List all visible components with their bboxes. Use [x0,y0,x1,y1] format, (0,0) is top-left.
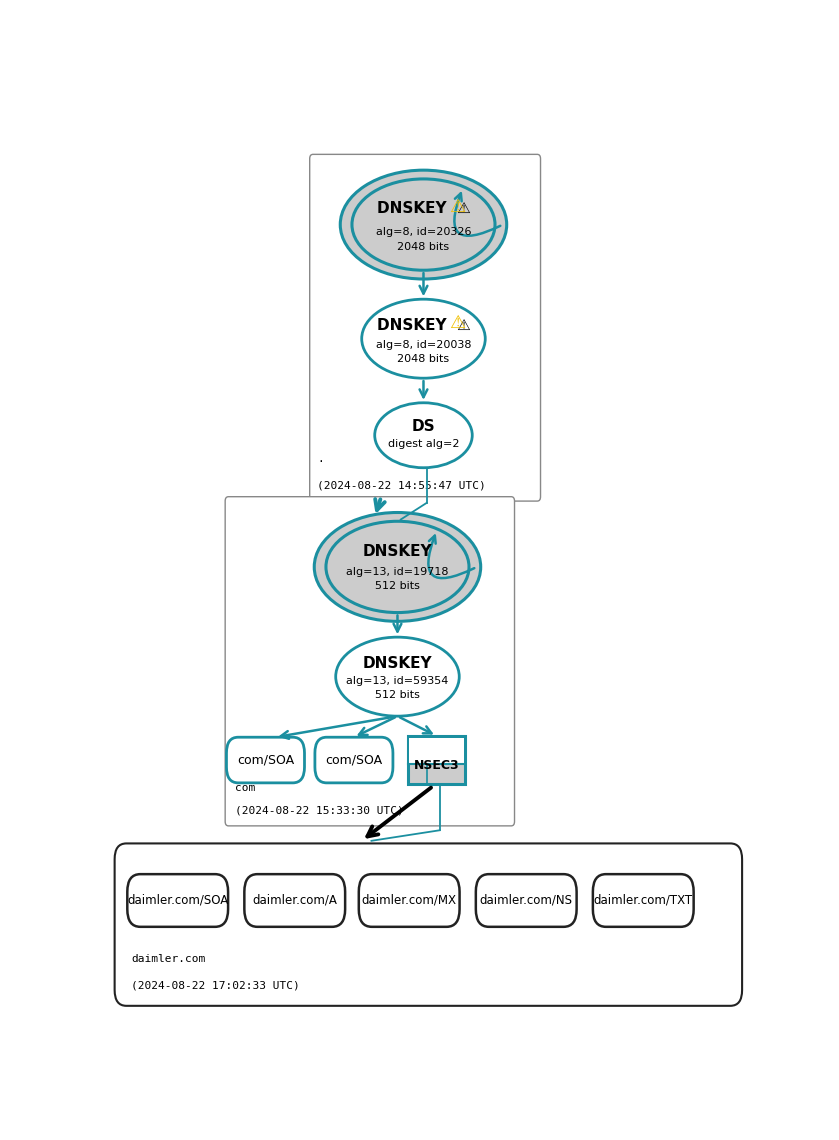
Ellipse shape [341,170,507,279]
FancyBboxPatch shape [115,844,742,1005]
Text: 2048 bits: 2048 bits [398,243,450,252]
FancyBboxPatch shape [310,154,540,502]
Text: daimler.com/MX: daimler.com/MX [362,894,456,907]
Ellipse shape [326,521,469,612]
Ellipse shape [336,637,459,716]
Text: daimler.com: daimler.com [131,954,205,963]
Text: 2048 bits: 2048 bits [398,353,450,364]
Text: 512 bits: 512 bits [375,690,420,700]
FancyBboxPatch shape [409,738,464,764]
Text: com: com [235,782,255,792]
Text: daimler.com/TXT: daimler.com/TXT [594,894,693,907]
Text: NSEC3: NSEC3 [414,759,459,772]
Text: alg=13, id=59354: alg=13, id=59354 [347,676,449,686]
FancyBboxPatch shape [225,497,514,825]
Text: DNSKEY: DNSKEY [362,544,432,559]
Text: alg=13, id=19718: alg=13, id=19718 [347,568,449,577]
FancyBboxPatch shape [128,874,228,927]
Text: com/SOA: com/SOA [326,754,383,766]
Text: ⚠: ⚠ [449,198,466,215]
Text: (2024-08-22 17:02:33 UTC): (2024-08-22 17:02:33 UTC) [131,980,300,990]
Ellipse shape [352,179,495,270]
Text: com/SOA: com/SOA [237,754,294,766]
Text: daimler.com/SOA: daimler.com/SOA [127,894,228,907]
FancyBboxPatch shape [593,874,694,927]
Text: (2024-08-22 15:33:30 UTC): (2024-08-22 15:33:30 UTC) [235,805,404,815]
Ellipse shape [375,402,472,467]
Ellipse shape [362,299,485,378]
Text: daimler.com/A: daimler.com/A [253,894,337,907]
Text: alg=8, id=20038: alg=8, id=20038 [376,340,472,350]
FancyBboxPatch shape [315,738,393,783]
Text: daimler.com/NS: daimler.com/NS [480,894,573,907]
Text: digest alg=2: digest alg=2 [388,439,459,449]
FancyBboxPatch shape [408,736,465,784]
Text: 512 bits: 512 bits [375,581,420,592]
Text: DS: DS [412,420,435,434]
Text: DNSKEY  ⚠: DNSKEY ⚠ [377,318,471,333]
FancyBboxPatch shape [227,738,305,783]
Text: (2024-08-22 14:55:47 UTC): (2024-08-22 14:55:47 UTC) [317,481,487,490]
FancyBboxPatch shape [359,874,460,927]
FancyBboxPatch shape [244,874,345,927]
Text: DNSKEY: DNSKEY [362,656,432,671]
FancyBboxPatch shape [476,874,576,927]
Text: DNSKEY  ⚠: DNSKEY ⚠ [377,202,471,217]
Text: alg=8, id=20326: alg=8, id=20326 [376,227,472,237]
Text: ⚠: ⚠ [449,314,466,332]
Text: .: . [317,454,324,464]
Ellipse shape [315,513,481,621]
